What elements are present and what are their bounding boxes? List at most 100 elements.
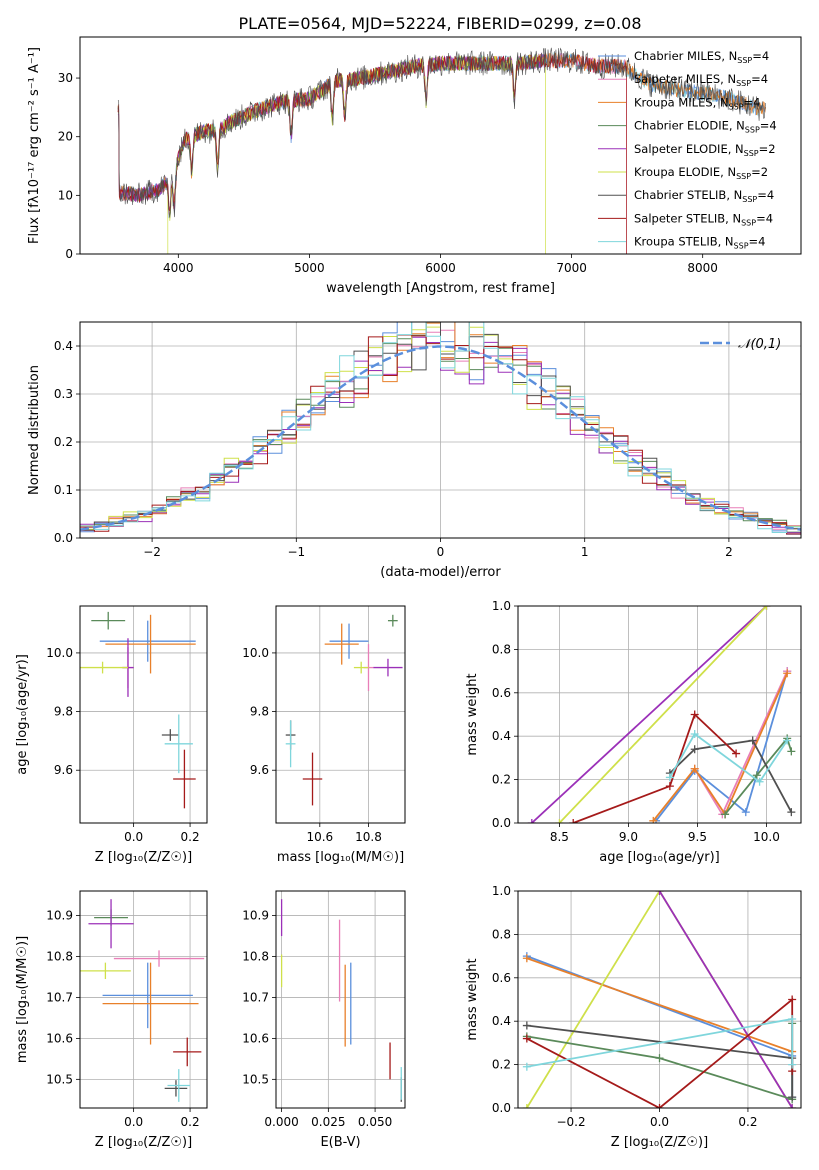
y-tick-label: 0	[65, 247, 73, 261]
data-point	[353, 661, 369, 674]
weight-series-salpeter-elodie	[655, 891, 797, 1108]
y-tick-label: 9.8	[54, 705, 73, 719]
y-tick-label: 10.7	[242, 990, 269, 1004]
plus-marker	[732, 749, 741, 758]
y-axis-label: mass weight	[465, 673, 480, 755]
y-tick-label: 0.1	[54, 483, 73, 497]
y-tick-label: 30	[58, 71, 73, 85]
series-line	[655, 670, 789, 822]
plot-area	[80, 611, 196, 809]
plus-marker	[741, 808, 750, 817]
weight-series-kroupa-elodie	[555, 606, 771, 823]
plus-marker	[755, 777, 764, 786]
plus-marker	[788, 995, 797, 1004]
normal-curve	[80, 345, 801, 531]
weight-series-kroupa-stelib	[665, 730, 792, 786]
plus-marker	[522, 1021, 531, 1030]
y-tick-label: 20	[58, 130, 73, 144]
histogram-chabrier-stelib	[80, 322, 801, 538]
legend-entry: Salpeter ELODIE, NSSP=2	[634, 142, 776, 158]
axes-frame	[275, 605, 406, 824]
plus-marker	[721, 810, 730, 819]
axes-frame	[517, 605, 802, 824]
y-tick-label: 0.0	[54, 531, 73, 545]
spectrum-legend: Chabrier MILES, NSSP=4 Salpeter MILES, NS…	[598, 49, 777, 251]
y-tick-label: 0.3	[54, 387, 73, 401]
figure-title: PLATE=0564, MJD=52224, FIBERID=0299, z=0…	[238, 14, 641, 33]
plus-marker	[787, 747, 796, 756]
series-line	[724, 736, 793, 815]
spectrum-line-salpeter-elodie	[117, 52, 546, 215]
y-tick-label: 1.0	[492, 599, 511, 613]
y-tick-label: 0.2	[492, 773, 511, 787]
series-line	[652, 672, 789, 822]
plus-marker	[655, 891, 664, 895]
y-tick-label: 10.9	[242, 909, 269, 923]
plus-marker	[655, 1054, 664, 1063]
grid	[80, 606, 207, 823]
plus-marker	[690, 745, 699, 754]
x-axis-label: mass [log₁₀(M/M☉)]	[277, 850, 404, 865]
x-tick-label: −2	[143, 545, 161, 559]
plus-marker	[787, 808, 796, 817]
data-point	[173, 1037, 202, 1067]
weight-vs-age-panel: 8.5 9.0 9.5 10.0 0.0 0.2 0.4 0.6 0.8 1.0 age [log₁…	[465, 599, 802, 865]
legend-entry: Kroupa MILES, NSSP=4	[634, 95, 760, 111]
x-tick-label: 0.0	[124, 1115, 143, 1129]
plus-marker	[665, 773, 674, 782]
residuals-panel: −2 −1 0 1 2 0.0 0.1 0.2 0.3 0.4 (data-model)/error…	[27, 321, 802, 580]
x-tick-label: 10.6	[306, 830, 333, 844]
y-tick-label: 0.0	[492, 1101, 511, 1115]
y-axis-label: Flux [fλ10⁻¹⁷ erg cm⁻² s⁻¹ A⁻¹]	[27, 47, 42, 244]
data-point	[173, 749, 196, 809]
y-tick-label: 10.7	[46, 990, 73, 1004]
y-tick-label: 0.0	[492, 816, 511, 830]
data-point	[302, 752, 323, 806]
x-tick-label: −0.2	[556, 1115, 585, 1129]
y-tick-label: 0.4	[492, 1014, 511, 1028]
plus-marker	[783, 669, 792, 678]
plus-marker	[555, 819, 564, 823]
y-axis-label: mass [log₁₀(M/M☉)]	[15, 936, 30, 1063]
series-line	[558, 606, 768, 823]
series-line	[669, 739, 793, 813]
x-tick-label: 5000	[294, 261, 325, 275]
y-tick-label: 0.6	[492, 686, 511, 700]
y-axis-label: Normed distribution	[27, 365, 42, 495]
data-point	[80, 962, 131, 980]
grid	[518, 890, 801, 1109]
y-tick-label: 9.6	[250, 763, 269, 777]
y-tick-label: 9.8	[250, 705, 269, 719]
age-vs-metallicity-panel: 0.0 0.2 9.6 9.8 10.0 Z [log₁₀(Z/Z☉)] age [log₁…	[15, 605, 208, 865]
legend-entry: Kroupa ELODIE, NSSP=2	[634, 165, 768, 181]
y-tick-label: 0.2	[492, 1058, 511, 1072]
legend-entry: Kroupa STELIB, NSSP=4	[634, 235, 765, 251]
plot-area	[527, 606, 796, 823]
spectrum-panel: 4000 5000 6000 7000 8000 0 10 20 30 wavelength [A…	[27, 36, 802, 296]
legend-entry: Chabrier STELIB, NSSP=4	[634, 188, 774, 204]
data-point	[91, 611, 126, 630]
y-tick-label: 10.5	[46, 1072, 73, 1086]
y-tick-label: 10.5	[242, 1072, 269, 1086]
data-point	[164, 714, 193, 774]
x-tick-label: 10.0	[753, 830, 780, 844]
plus-marker	[655, 1104, 664, 1108]
y-tick-label: 0.8	[492, 642, 511, 656]
legend-entry: Chabrier MILES, NSSP=4	[634, 49, 769, 65]
data-point	[387, 614, 398, 627]
plus-marker	[788, 1093, 797, 1102]
legend-entry: 𝒩(0,1)	[738, 337, 781, 352]
plus-marker	[690, 710, 699, 719]
plus-marker	[788, 1060, 797, 1069]
x-tick-label: 10.8	[355, 830, 382, 844]
series-line	[658, 891, 793, 1108]
x-tick-label: 0.0	[650, 1115, 669, 1129]
axes-frame	[79, 321, 802, 539]
plot-area	[117, 47, 766, 254]
data-point	[164, 1080, 188, 1097]
y-tick-label: 10.8	[242, 950, 269, 964]
x-tick-label: 0.025	[311, 1115, 345, 1129]
data-point	[105, 614, 196, 674]
y-tick-label: 0.8	[492, 927, 511, 941]
